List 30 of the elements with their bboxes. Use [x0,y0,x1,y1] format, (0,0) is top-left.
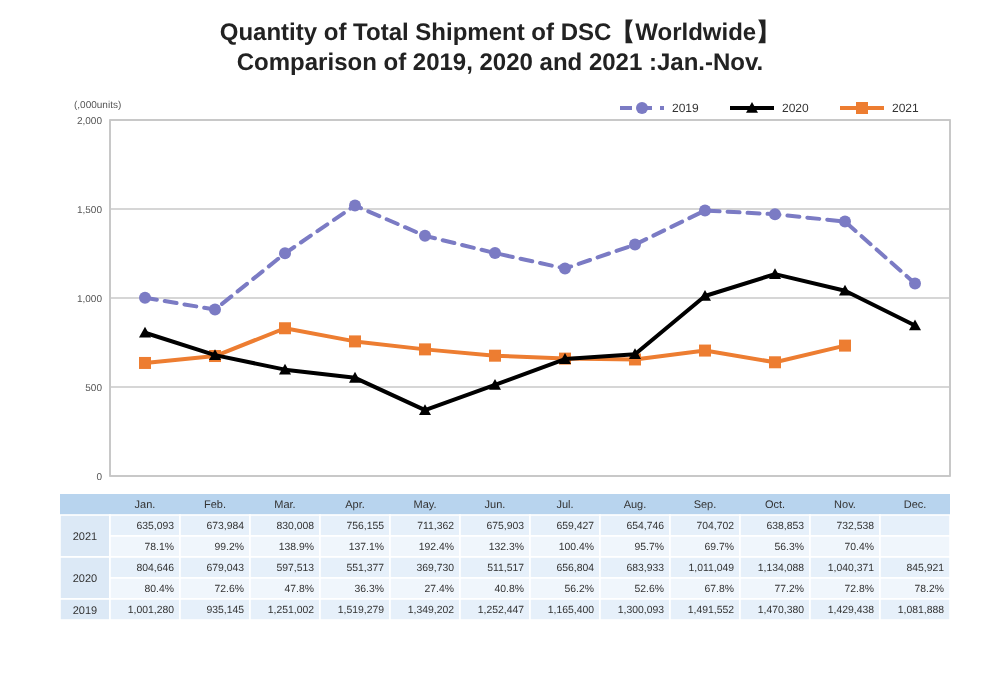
point [699,204,711,217]
point [839,284,851,296]
point [349,199,361,212]
point [839,215,851,228]
point [489,247,501,260]
point [419,229,431,242]
point [769,356,781,369]
chart-title: Quantity of Total Shipment of DSC【Worldwide】 Comparison of 2019, 2020 and 2021 :Jan.-Nov. [219,18,781,76]
point [489,378,501,390]
point [839,339,851,352]
point [419,404,431,415]
point [909,319,921,331]
point [909,277,921,290]
point [699,290,711,301]
point [279,322,291,335]
point [139,356,151,369]
point [769,208,781,221]
point [769,268,781,279]
point [489,349,501,362]
point [139,291,151,304]
point [349,335,361,348]
point [349,371,361,383]
point [699,344,711,357]
point [279,247,291,260]
point [559,262,571,275]
point [419,343,431,356]
point [209,303,221,316]
point [629,348,641,360]
point [629,238,641,251]
point [139,326,151,338]
